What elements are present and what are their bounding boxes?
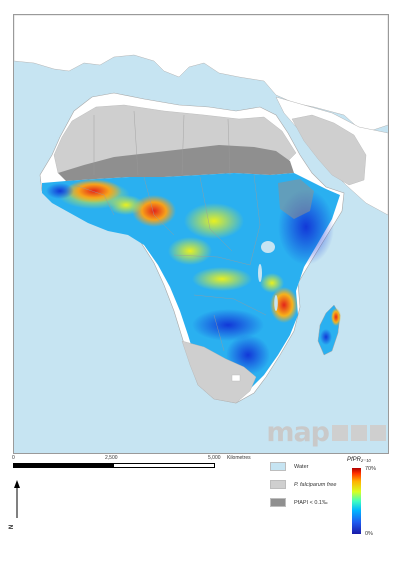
legend-item-low-api: PfAPI < 0.1‰ bbox=[270, 498, 327, 507]
map-logo-text: map bbox=[266, 417, 330, 448]
logo-tile-2 bbox=[351, 424, 367, 441]
ethiopia-low-api bbox=[278, 179, 314, 219]
legend-item-pf-free: P. falciparum free bbox=[270, 480, 336, 489]
legend-label-pf-free: P. falciparum free bbox=[294, 481, 337, 488]
logo-tile-1 bbox=[332, 424, 348, 441]
legend-item-water: Water bbox=[270, 462, 308, 471]
legend-swatch-low-api bbox=[270, 498, 286, 507]
logo-tile-3 bbox=[370, 424, 386, 441]
map-frame[interactable]: map bbox=[13, 14, 389, 454]
north-arrow-icon bbox=[14, 480, 20, 518]
scale-bar-segment bbox=[14, 464, 114, 467]
legend-label-low-api: PfAPI < 0.1‰ bbox=[294, 499, 328, 506]
legend-label-water: Water bbox=[294, 463, 309, 470]
arabia-pf-free bbox=[291, 114, 367, 186]
legend: Water P. falciparum free PfAPI < 0.1‰ Pf… bbox=[270, 456, 390, 546]
map-logo: map bbox=[254, 413, 386, 446]
lesotho bbox=[231, 374, 241, 382]
risk-surface bbox=[42, 173, 340, 397]
lake-tanganyika bbox=[258, 264, 262, 282]
scale-tick-2500: 2,500 bbox=[105, 455, 118, 461]
color-ramp bbox=[352, 468, 361, 534]
africa-map: map bbox=[14, 15, 388, 446]
europe-landmass bbox=[14, 15, 388, 134]
scale-unit: Kilometres bbox=[227, 455, 251, 461]
scale-bar-graphic bbox=[13, 463, 215, 468]
lake-malawi bbox=[274, 295, 278, 311]
lake-victoria bbox=[261, 241, 275, 253]
legend-swatch-water bbox=[270, 462, 286, 471]
scale-tick-0: 0 bbox=[12, 455, 15, 461]
ramp-max-label: 70% bbox=[365, 466, 377, 472]
north-arrow bbox=[11, 480, 23, 535]
scale-bar: 0 2,500 5,000 Kilometres bbox=[12, 455, 251, 477]
ramp-min-label: 0% bbox=[365, 531, 373, 537]
southern-africa-pf-free bbox=[181, 340, 257, 404]
north-arrow-label: N bbox=[9, 524, 16, 530]
scale-tick-5000: 5,000 bbox=[208, 455, 221, 461]
sahel-low-api bbox=[58, 145, 294, 181]
ramp-title: PfPR₂₋₁₀ bbox=[347, 457, 371, 463]
legend-swatch-pf-free bbox=[270, 480, 286, 489]
